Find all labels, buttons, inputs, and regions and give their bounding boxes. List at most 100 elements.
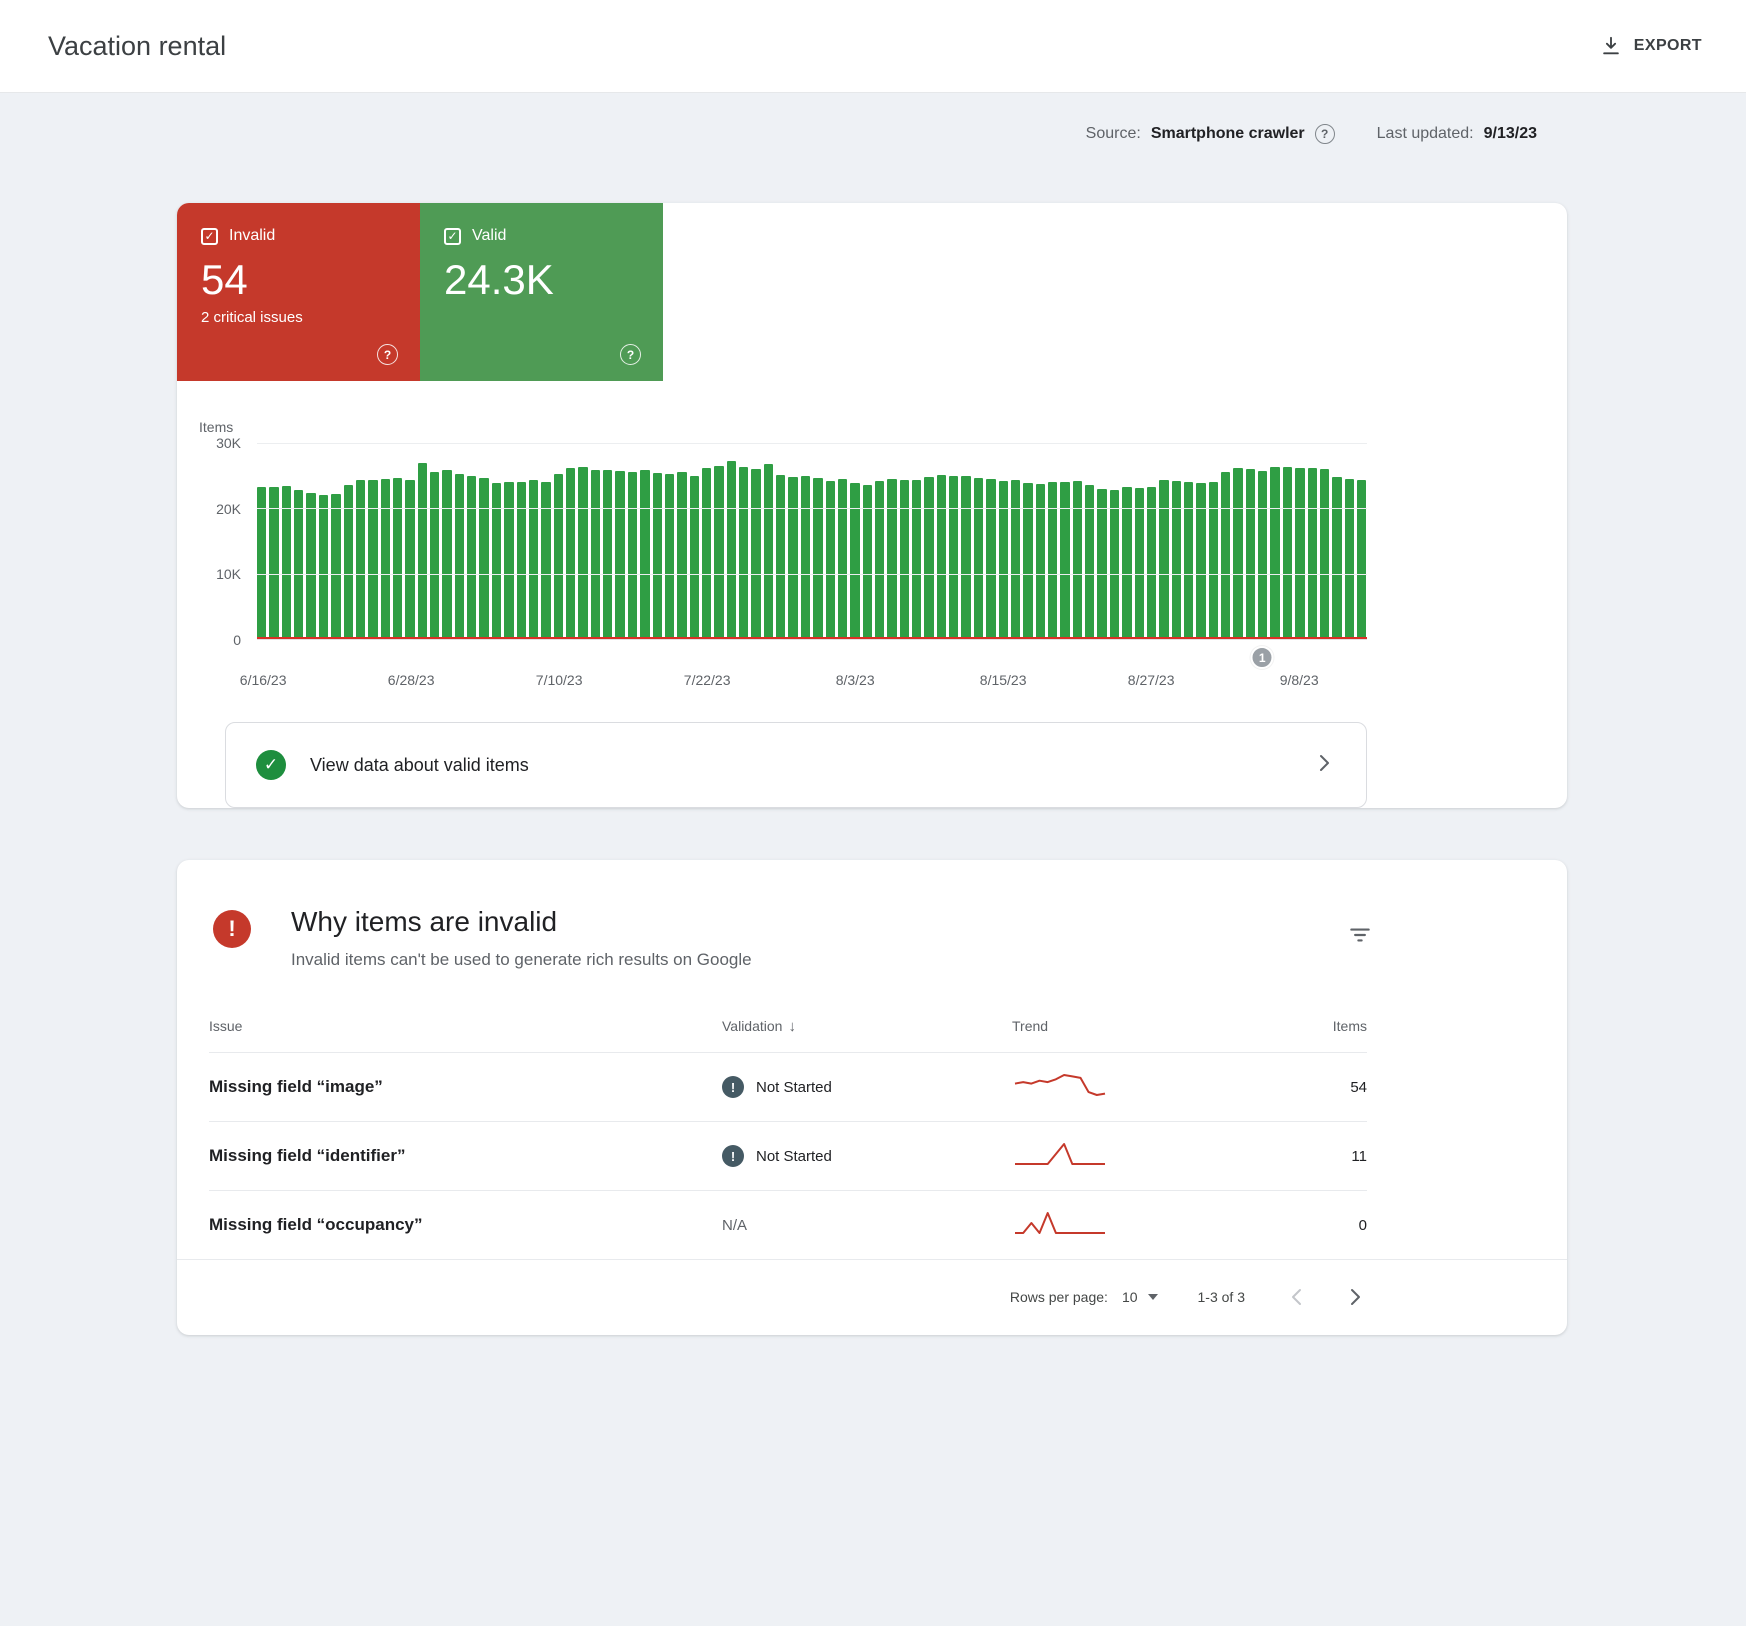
filter-button[interactable] xyxy=(1343,918,1377,955)
chart-bar[interactable] xyxy=(1221,472,1231,639)
chart-bar[interactable] xyxy=(677,472,687,639)
chart-bar[interactable] xyxy=(1060,481,1070,639)
chart-bar[interactable] xyxy=(1134,488,1144,639)
chart-bar[interactable] xyxy=(578,466,588,639)
chart-bar[interactable] xyxy=(1146,486,1157,639)
chart-bar[interactable] xyxy=(306,493,316,639)
chart-bar[interactable] xyxy=(1159,479,1169,639)
chart-bar[interactable] xyxy=(1048,482,1058,639)
chart-bar[interactable] xyxy=(343,484,353,639)
chart-bar[interactable] xyxy=(392,478,403,639)
chart-bar[interactable] xyxy=(936,475,947,639)
chart-bar[interactable] xyxy=(627,472,638,639)
table-row[interactable]: Missing field “identifier”! Not Started 11 xyxy=(209,1121,1367,1190)
chart-bar[interactable] xyxy=(269,486,279,639)
chart-bar[interactable] xyxy=(1282,466,1293,639)
chart-bar[interactable] xyxy=(467,476,477,639)
chart-bar[interactable] xyxy=(924,476,934,639)
valid-checkbox[interactable]: ✓ xyxy=(444,227,461,245)
chart-bar[interactable] xyxy=(640,470,650,639)
chart-bar[interactable] xyxy=(380,478,390,639)
chart-bar[interactable] xyxy=(504,482,514,639)
chart-bar[interactable] xyxy=(1122,487,1132,639)
valid-stat-box[interactable]: ✓ Valid 24.3K ? xyxy=(420,203,663,381)
chart-bar[interactable] xyxy=(615,471,625,639)
invalid-stat-box[interactable]: ✓ Invalid 54 2 critical issues ? xyxy=(177,203,420,381)
chart-bar[interactable] xyxy=(1295,468,1305,639)
issue-name[interactable]: Missing field “occupancy” xyxy=(209,1215,423,1234)
source-help-icon[interactable]: ? xyxy=(1314,124,1335,144)
chart-bar[interactable] xyxy=(1183,481,1194,639)
chart-bar[interactable] xyxy=(1356,480,1367,639)
issue-name[interactable]: Missing field “identifier” xyxy=(209,1146,406,1165)
chart-bar[interactable] xyxy=(788,476,798,639)
invalid-help-icon[interactable]: ? xyxy=(377,344,398,365)
chart-bar[interactable] xyxy=(763,463,774,639)
chart-bar[interactable] xyxy=(986,478,996,639)
chart-bar[interactable] xyxy=(776,475,786,639)
valid-help-icon[interactable]: ? xyxy=(620,344,641,365)
chart-bar[interactable] xyxy=(516,481,526,639)
chart-bar[interactable] xyxy=(590,470,601,639)
chart-bar[interactable] xyxy=(701,467,712,639)
chart-bar[interactable] xyxy=(1035,483,1045,639)
chart-bar[interactable] xyxy=(1307,467,1317,639)
chart-bar[interactable] xyxy=(874,480,885,639)
chart-bar[interactable] xyxy=(565,467,576,639)
chart-bar[interactable] xyxy=(442,469,452,639)
chart-bar[interactable] xyxy=(331,493,341,639)
previous-page-button[interactable] xyxy=(1285,1285,1309,1309)
chart-bar[interactable] xyxy=(813,478,823,639)
chart-bar[interactable] xyxy=(1258,471,1268,639)
chart-bar[interactable] xyxy=(1171,480,1181,639)
chart-bar[interactable] xyxy=(1270,467,1280,639)
rows-per-page-select[interactable]: 10 xyxy=(1122,1289,1158,1305)
chart-bar[interactable] xyxy=(652,473,662,639)
chart-bar[interactable] xyxy=(541,481,551,639)
chart-bar[interactable] xyxy=(912,479,922,639)
chart-bar[interactable] xyxy=(454,473,465,639)
chart-bar[interactable] xyxy=(1109,490,1120,639)
chart-bar[interactable] xyxy=(1319,469,1330,639)
chart-bar[interactable] xyxy=(739,467,749,639)
chart-bar[interactable] xyxy=(1344,478,1354,639)
chart-bar[interactable] xyxy=(1233,468,1243,639)
chart-bar[interactable] xyxy=(949,476,959,639)
chart-bar[interactable] xyxy=(714,465,724,639)
chart-bar[interactable] xyxy=(825,480,835,639)
chart-bar[interactable] xyxy=(1332,476,1342,639)
chart-bar[interactable] xyxy=(553,473,563,639)
chart-bar[interactable] xyxy=(800,475,811,639)
export-button[interactable]: EXPORT xyxy=(1600,35,1702,57)
chart-bar[interactable] xyxy=(1196,482,1206,639)
chart-bar[interactable] xyxy=(405,480,415,639)
chart-bar[interactable] xyxy=(1010,480,1021,639)
issue-name[interactable]: Missing field “image” xyxy=(209,1077,383,1096)
invalid-checkbox[interactable]: ✓ xyxy=(201,227,218,245)
chart-annotation-marker[interactable]: 1 xyxy=(1250,646,1274,669)
chart-bar[interactable] xyxy=(318,494,329,639)
chart-bar[interactable] xyxy=(689,475,699,639)
table-row[interactable]: Missing field “occupancy” N/A 0 xyxy=(209,1190,1367,1259)
chart-bar[interactable] xyxy=(751,469,761,639)
chart-bar[interactable] xyxy=(837,478,848,639)
chart-bar[interactable] xyxy=(973,478,984,639)
table-row[interactable]: Missing field “image”! Not Started 54 xyxy=(209,1052,1367,1121)
chart-bar[interactable] xyxy=(1097,488,1107,639)
next-page-button[interactable] xyxy=(1343,1285,1367,1309)
chart-bar[interactable] xyxy=(368,479,378,639)
chart-bar[interactable] xyxy=(664,474,675,639)
chart-bar[interactable] xyxy=(528,480,539,639)
chart-bar[interactable] xyxy=(479,478,489,639)
chart-bar[interactable] xyxy=(430,471,440,639)
chart-bar[interactable] xyxy=(1085,484,1095,639)
chart-bar[interactable] xyxy=(491,482,502,639)
chart-bar[interactable] xyxy=(998,480,1008,639)
chart-bar[interactable] xyxy=(281,486,292,639)
chart-bar[interactable] xyxy=(294,490,304,639)
chart-bar[interactable] xyxy=(1072,480,1083,639)
chart-bar[interactable] xyxy=(899,480,910,639)
chart-bar[interactable] xyxy=(961,475,971,639)
chart-bar[interactable] xyxy=(603,469,613,639)
chart-bar[interactable] xyxy=(850,482,860,639)
